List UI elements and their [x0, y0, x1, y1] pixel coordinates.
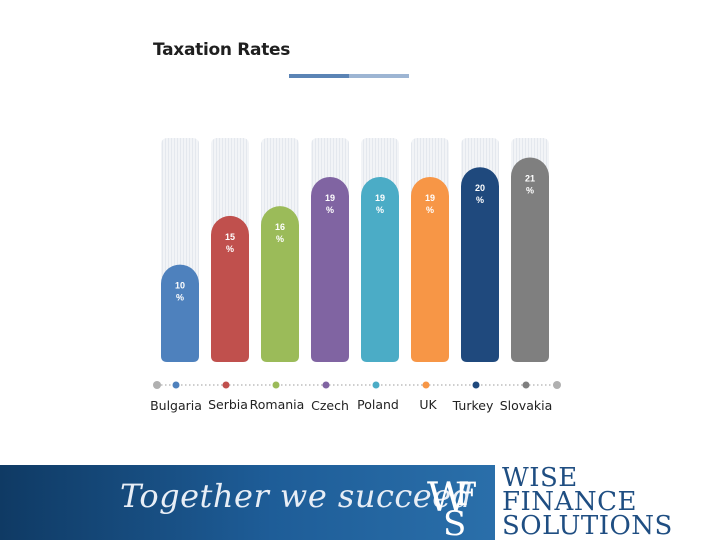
category-marker: [322, 381, 330, 389]
value-label: 16%: [275, 222, 285, 244]
category-label: Romania: [250, 397, 305, 412]
value-label: 19%: [325, 193, 335, 215]
svg-text:S: S: [443, 504, 466, 537]
category-label: Slovakia: [500, 398, 552, 413]
axis-endpoint: [153, 381, 161, 389]
bar-chart: 10 % 15 % 16 % 19 % 19 % 19 % 20 % 21 % Bulgaria Serbia Ro…: [150, 138, 561, 413]
svg-text:F: F: [455, 475, 477, 513]
category-label: Turkey: [452, 398, 494, 413]
category-label: Poland: [357, 397, 399, 412]
value-label: 20%: [475, 183, 485, 205]
bar: [411, 176, 449, 362]
svg-text:W: W: [427, 475, 468, 521]
tagline: Together we succeed: [120, 477, 473, 515]
category-label: Serbia: [208, 397, 248, 412]
bar: [261, 206, 299, 362]
category-marker: [222, 381, 230, 389]
category-marker: [522, 381, 530, 389]
axis-endpoint: [553, 381, 561, 389]
footer-banner: Together we succeed W F S WISE FINANCE S…: [0, 465, 720, 540]
wfs-logo-icon: W F S: [427, 475, 477, 537]
bar: [311, 176, 349, 362]
bar: [461, 167, 499, 362]
bar: [511, 157, 549, 362]
value-label: 10%: [175, 281, 185, 303]
category-label: Czech: [311, 398, 349, 413]
value-label: 19%: [375, 193, 385, 215]
title-underline-light: [349, 74, 409, 78]
brand-line-2: FINANCE: [502, 487, 637, 517]
value-label: 19%: [425, 193, 435, 215]
footer-brand-area: [495, 465, 720, 540]
bar: [361, 176, 399, 362]
value-label: 21%: [525, 173, 535, 195]
footer-blue-band: Together we succeed: [0, 465, 495, 540]
category-label: UK: [419, 397, 437, 412]
category-marker: [272, 381, 280, 389]
category-marker: [422, 381, 430, 389]
value-label: 15%: [225, 232, 235, 254]
category-marker: [372, 381, 380, 389]
brand-line-3: SOLUTIONS: [502, 511, 673, 540]
category-marker: [472, 381, 480, 389]
bar: [211, 215, 249, 362]
brand-line-1: WISE: [502, 465, 578, 493]
category-marker: [172, 381, 180, 389]
title-underline-dark: [289, 74, 349, 78]
chart-title: Taxation Rates: [153, 40, 291, 60]
bar: [161, 264, 199, 362]
category-label: Bulgaria: [150, 398, 202, 413]
